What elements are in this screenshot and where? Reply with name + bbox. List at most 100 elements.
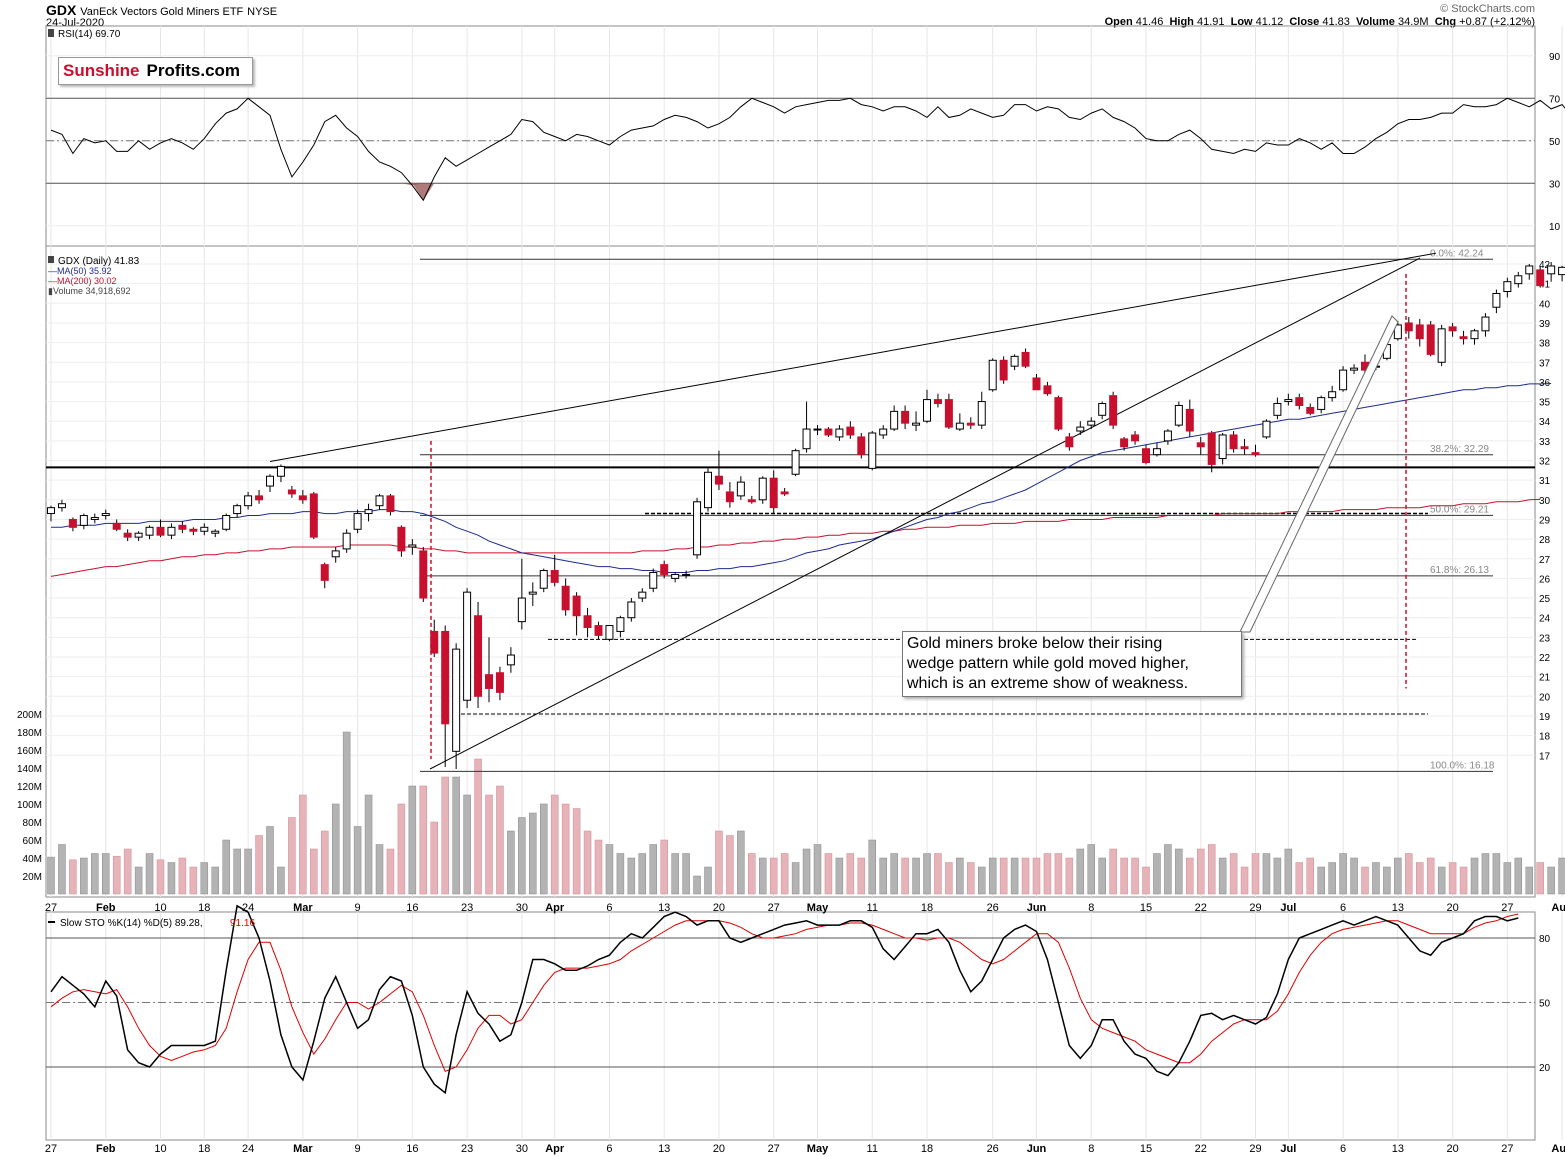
volume-bar bbox=[737, 830, 745, 895]
candle-body bbox=[616, 617, 625, 632]
panel-frame-price bbox=[45, 245, 1536, 898]
candle-body bbox=[671, 573, 680, 579]
volume-bar bbox=[846, 853, 855, 895]
ma50-line bbox=[51, 383, 1552, 573]
candle bbox=[1087, 417, 1096, 430]
candle-body bbox=[134, 532, 143, 538]
candle bbox=[156, 519, 165, 538]
candle bbox=[572, 592, 581, 636]
volume-bar bbox=[616, 853, 625, 895]
candle-body bbox=[1514, 275, 1523, 285]
candle-body bbox=[287, 489, 296, 495]
volume-bar bbox=[561, 803, 570, 895]
volume-legend: ▮Volume 34,918,692 bbox=[48, 286, 131, 296]
candle bbox=[923, 389, 931, 424]
volume-bar bbox=[1339, 853, 1347, 895]
price-tick-label: 32 bbox=[1539, 457, 1551, 468]
candle bbox=[933, 393, 942, 408]
candle-body bbox=[572, 595, 581, 617]
volume-bar bbox=[999, 857, 1008, 895]
volume-tick-label: 80M bbox=[23, 818, 42, 829]
price-tick-label: 29 bbox=[1539, 515, 1551, 526]
volume-bar bbox=[1240, 866, 1249, 895]
candle-body bbox=[835, 428, 844, 438]
candle bbox=[1032, 374, 1041, 391]
volume-bar bbox=[1273, 857, 1282, 895]
candle-body bbox=[1218, 434, 1227, 460]
candle-body bbox=[550, 570, 559, 583]
volume-tick-label: 140M bbox=[17, 764, 42, 775]
price-tick-label: 27 bbox=[1539, 555, 1551, 566]
candle bbox=[890, 405, 899, 432]
candle-body bbox=[211, 530, 220, 534]
volume-bar bbox=[1120, 857, 1128, 895]
copyright: © StockCharts.com bbox=[1440, 3, 1535, 15]
volume-bar bbox=[1514, 857, 1523, 895]
candle bbox=[1404, 317, 1413, 339]
volume-tick-label: 180M bbox=[17, 728, 42, 739]
candle bbox=[320, 562, 329, 589]
volume-bar bbox=[507, 830, 515, 895]
sto-x-tick-label: 13 bbox=[1392, 1143, 1404, 1155]
volume-bar bbox=[1043, 853, 1052, 895]
candle-body bbox=[1043, 385, 1052, 395]
candle bbox=[868, 431, 877, 471]
open-label: Open bbox=[1104, 16, 1133, 28]
volume-bar bbox=[375, 844, 384, 895]
change-label: Chg bbox=[1434, 16, 1457, 28]
volume-bar bbox=[901, 857, 909, 895]
rsi-tick-label: 70 bbox=[1549, 94, 1561, 105]
candle bbox=[714, 450, 723, 490]
volume-bar bbox=[485, 794, 493, 895]
volume-bar bbox=[266, 826, 274, 895]
candle bbox=[79, 513, 88, 530]
candle-body bbox=[1087, 420, 1096, 426]
sto-x-tick-label: Mar bbox=[293, 1143, 313, 1155]
volume-bar bbox=[102, 853, 110, 895]
candle bbox=[145, 525, 154, 540]
volume-bar bbox=[145, 853, 154, 895]
candle bbox=[1098, 401, 1107, 420]
candle bbox=[375, 493, 384, 510]
candle-body bbox=[583, 615, 592, 629]
volume-bar bbox=[353, 826, 362, 895]
volume-bar bbox=[868, 839, 876, 895]
fib-level-label: 38.2%: 32.29 bbox=[1430, 444, 1489, 455]
candle-body bbox=[824, 428, 833, 436]
volume-bar bbox=[835, 857, 844, 895]
volume-bar bbox=[1262, 853, 1271, 895]
price-x-tick-label: 26 bbox=[987, 902, 999, 914]
volume-bar bbox=[682, 853, 690, 895]
rsi-tick-label: 50 bbox=[1549, 137, 1561, 148]
candle bbox=[517, 558, 526, 630]
candle-body bbox=[101, 513, 110, 517]
candle bbox=[452, 643, 461, 770]
candle-body bbox=[1547, 265, 1556, 275]
price-x-tick-label: 29 bbox=[1249, 902, 1261, 914]
candle-body bbox=[1054, 397, 1063, 430]
candle-body bbox=[704, 471, 712, 509]
candle-body bbox=[1558, 266, 1565, 276]
candle bbox=[495, 666, 504, 701]
price-tick-label: 23 bbox=[1539, 633, 1551, 644]
volume-bar bbox=[1437, 866, 1446, 895]
candle bbox=[539, 568, 548, 593]
candle-body bbox=[1262, 420, 1271, 438]
candle bbox=[90, 513, 99, 524]
candle bbox=[1218, 432, 1227, 465]
candle-body bbox=[933, 399, 942, 405]
price-tick-label: 21 bbox=[1539, 673, 1551, 684]
volume-bar bbox=[1394, 857, 1402, 895]
candle bbox=[101, 509, 110, 520]
candle-body bbox=[1481, 316, 1490, 332]
candle bbox=[276, 464, 285, 483]
exchange: NYSE bbox=[247, 6, 278, 18]
candle bbox=[364, 503, 373, 522]
volume-bar bbox=[123, 848, 132, 895]
candle bbox=[813, 425, 822, 435]
candle bbox=[955, 413, 964, 432]
candle-body bbox=[112, 522, 121, 530]
candle-body bbox=[1021, 351, 1030, 367]
candle-body bbox=[1229, 434, 1238, 450]
price-tick-label: 26 bbox=[1539, 574, 1551, 585]
